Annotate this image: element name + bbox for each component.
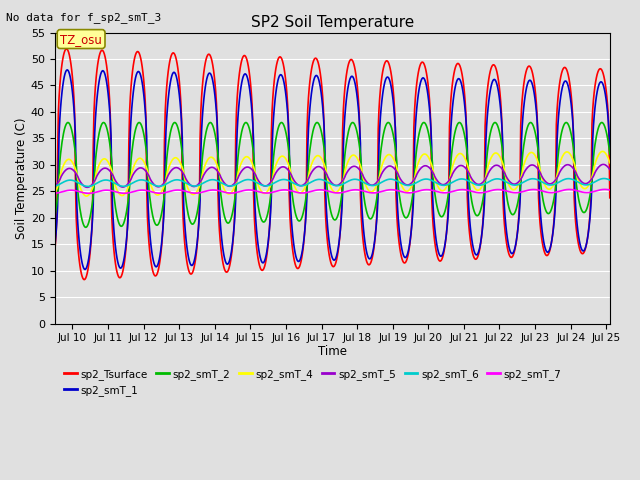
sp2_Tsurface: [81, 277, 88, 283]
Title: SP2 Soil Temperature: SP2 Soil Temperature: [251, 15, 414, 30]
sp2_smT_4: [380, 158, 387, 164]
sp2_smT_1: [566, 91, 573, 96]
sp2_smT_4: [392, 160, 399, 166]
sp2_smT_4: [398, 183, 406, 189]
sp2_smT_6: [182, 180, 190, 186]
sp2_smT_1: [606, 149, 614, 155]
sp2_smT_1: [81, 266, 89, 272]
sp2_smT_6: [606, 177, 614, 183]
sp2_smT_2: [392, 151, 400, 157]
sp2_smT_6: [600, 176, 608, 181]
sp2_smT_1: [540, 239, 548, 245]
sp2_smT_7: [392, 187, 399, 193]
sp2_Tsurface: [380, 62, 388, 68]
sp2_Tsurface: [606, 195, 614, 201]
sp2_smT_2: [399, 210, 406, 216]
sp2_Tsurface: [566, 80, 573, 86]
sp2_smT_4: [539, 178, 547, 184]
sp2_Tsurface: [540, 247, 548, 252]
Line: sp2_smT_5: sp2_smT_5: [54, 165, 610, 187]
sp2_Tsurface: [63, 46, 70, 52]
sp2_smT_2: [380, 128, 388, 134]
Line: sp2_smT_1: sp2_smT_1: [54, 70, 610, 269]
Text: No data for f_sp2_smT_3: No data for f_sp2_smT_3: [6, 12, 162, 23]
sp2_smT_6: [539, 180, 547, 185]
sp2_smT_5: [182, 176, 190, 182]
sp2_smT_5: [51, 184, 58, 190]
sp2_smT_2: [566, 125, 573, 131]
sp2_smT_6: [565, 176, 573, 181]
Legend: sp2_Tsurface, sp2_smT_1, sp2_smT_2, sp2_smT_4, sp2_smT_5, sp2_smT_6, sp2_smT_7: sp2_Tsurface, sp2_smT_1, sp2_smT_2, sp2_…: [60, 364, 566, 400]
sp2_smT_2: [51, 215, 58, 220]
sp2_smT_4: [606, 160, 614, 166]
sp2_smT_7: [182, 189, 190, 194]
sp2_smT_2: [183, 204, 191, 209]
sp2_smT_1: [399, 250, 406, 256]
sp2_smT_5: [380, 168, 387, 174]
sp2_Tsurface: [51, 250, 58, 256]
sp2_smT_7: [380, 188, 387, 194]
sp2_smT_7: [565, 187, 573, 192]
sp2_smT_5: [83, 184, 91, 190]
Text: TZ_osu: TZ_osu: [60, 33, 102, 46]
Line: sp2_smT_2: sp2_smT_2: [54, 122, 610, 228]
sp2_smT_2: [540, 201, 548, 206]
sp2_smT_5: [599, 162, 607, 168]
sp2_Tsurface: [183, 258, 191, 264]
sp2_smT_1: [51, 246, 58, 252]
sp2_smT_5: [539, 176, 547, 181]
sp2_smT_5: [565, 162, 573, 168]
sp2_smT_5: [606, 167, 614, 172]
sp2_smT_6: [51, 183, 58, 189]
Line: sp2_smT_6: sp2_smT_6: [54, 179, 610, 186]
sp2_smT_5: [398, 179, 406, 184]
sp2_smT_7: [601, 187, 609, 192]
sp2_smT_6: [398, 181, 406, 187]
sp2_smT_6: [84, 183, 92, 189]
sp2_smT_4: [598, 148, 606, 154]
sp2_smT_6: [392, 177, 399, 183]
sp2_smT_1: [380, 82, 388, 88]
sp2_smT_1: [183, 243, 191, 249]
sp2_Tsurface: [399, 258, 406, 264]
sp2_Tsurface: [392, 193, 400, 199]
sp2_smT_7: [606, 187, 614, 193]
sp2_smT_7: [85, 191, 93, 196]
sp2_smT_7: [398, 189, 406, 195]
sp2_smT_6: [380, 179, 387, 184]
X-axis label: Time: Time: [317, 345, 347, 358]
sp2_smT_2: [82, 225, 90, 230]
sp2_smT_2: [64, 120, 72, 125]
Line: sp2_smT_4: sp2_smT_4: [54, 151, 610, 196]
sp2_smT_1: [63, 67, 71, 73]
sp2_smT_7: [51, 191, 58, 196]
Y-axis label: Soil Temperature (C): Soil Temperature (C): [15, 117, 28, 239]
sp2_smT_1: [392, 142, 400, 147]
sp2_smT_4: [565, 150, 573, 156]
sp2_smT_4: [51, 191, 58, 196]
sp2_smT_4: [83, 193, 90, 199]
sp2_smT_4: [182, 180, 190, 186]
Line: sp2_smT_7: sp2_smT_7: [54, 190, 610, 193]
sp2_smT_5: [392, 167, 399, 172]
sp2_smT_2: [606, 151, 614, 157]
Line: sp2_Tsurface: sp2_Tsurface: [54, 49, 610, 280]
sp2_smT_7: [539, 188, 547, 194]
